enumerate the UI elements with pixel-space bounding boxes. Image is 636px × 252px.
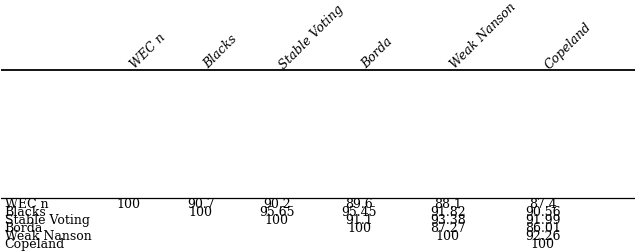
Text: 93.38: 93.38 (430, 214, 466, 227)
Text: 100: 100 (189, 206, 213, 219)
Text: 87.4: 87.4 (529, 198, 556, 211)
Text: 91.82: 91.82 (430, 206, 466, 219)
Text: 92.26: 92.26 (525, 230, 560, 243)
Text: Borda: Borda (359, 36, 396, 72)
Text: 88.1: 88.1 (434, 198, 462, 211)
Text: 91.1: 91.1 (345, 214, 373, 227)
Text: 100: 100 (347, 222, 371, 235)
Text: 86.01: 86.01 (525, 222, 561, 235)
Text: Stable Voting: Stable Voting (277, 3, 346, 72)
Text: 100: 100 (116, 198, 140, 211)
Text: 95.45: 95.45 (342, 206, 377, 219)
Text: 90.7: 90.7 (187, 198, 215, 211)
Text: WEC n: WEC n (128, 32, 168, 72)
Text: 87.27: 87.27 (430, 222, 466, 235)
Text: 100: 100 (436, 230, 460, 243)
Text: 91.99: 91.99 (525, 214, 560, 227)
Text: 90.2: 90.2 (263, 198, 291, 211)
Text: Weak Nanson: Weak Nanson (4, 230, 92, 243)
Text: Blacks: Blacks (4, 206, 46, 219)
Text: 89.6: 89.6 (345, 198, 373, 211)
Text: Borda: Borda (4, 222, 43, 235)
Text: Copeland: Copeland (4, 238, 65, 251)
Text: 100: 100 (531, 238, 555, 251)
Text: Copeland: Copeland (543, 20, 595, 72)
Text: 95.65: 95.65 (259, 206, 294, 219)
Text: 100: 100 (265, 214, 289, 227)
Text: Stable Voting: Stable Voting (4, 214, 90, 227)
Text: Blacks: Blacks (201, 33, 240, 72)
Text: Weak Nanson: Weak Nanson (448, 1, 518, 72)
Text: WEC n: WEC n (4, 198, 48, 211)
Text: 90.56: 90.56 (525, 206, 560, 219)
